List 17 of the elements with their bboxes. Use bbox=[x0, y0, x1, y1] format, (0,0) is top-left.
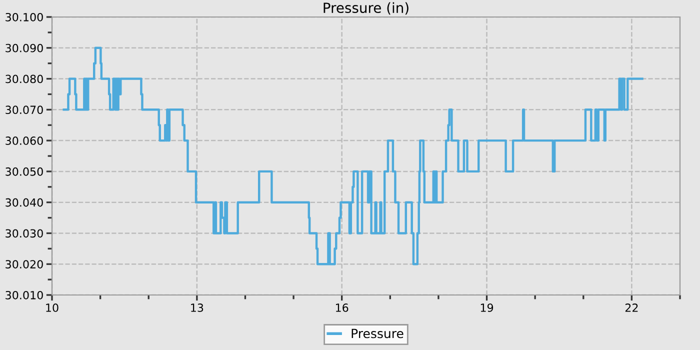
legend-label: Pressure bbox=[352, 328, 404, 338]
y-tick-label: 30.060 bbox=[6, 136, 43, 145]
y-tick-label: 30.020 bbox=[6, 260, 43, 268]
x-tick-label: 16 bbox=[336, 304, 348, 312]
y-tick-label: 30.090 bbox=[6, 44, 43, 52]
y-tick-label: 30.010 bbox=[6, 290, 43, 300]
x-tick-label: 13 bbox=[191, 304, 204, 312]
y-tick-label: 30.070 bbox=[6, 106, 43, 114]
y-tick-label: 30.040 bbox=[6, 198, 43, 207]
y-tick-label: 30.030 bbox=[6, 229, 43, 238]
x-tick-label: 22 bbox=[625, 304, 638, 312]
y-tick-label: 30.100 bbox=[6, 12, 43, 22]
x-tick-label: 10 bbox=[46, 304, 58, 312]
x-tick-label: 19 bbox=[480, 304, 494, 312]
y-tick-label: 30.080 bbox=[6, 74, 43, 84]
y-tick-label: 30.050 bbox=[6, 167, 43, 176]
chart-title: Pressure (in) bbox=[324, 2, 408, 15]
